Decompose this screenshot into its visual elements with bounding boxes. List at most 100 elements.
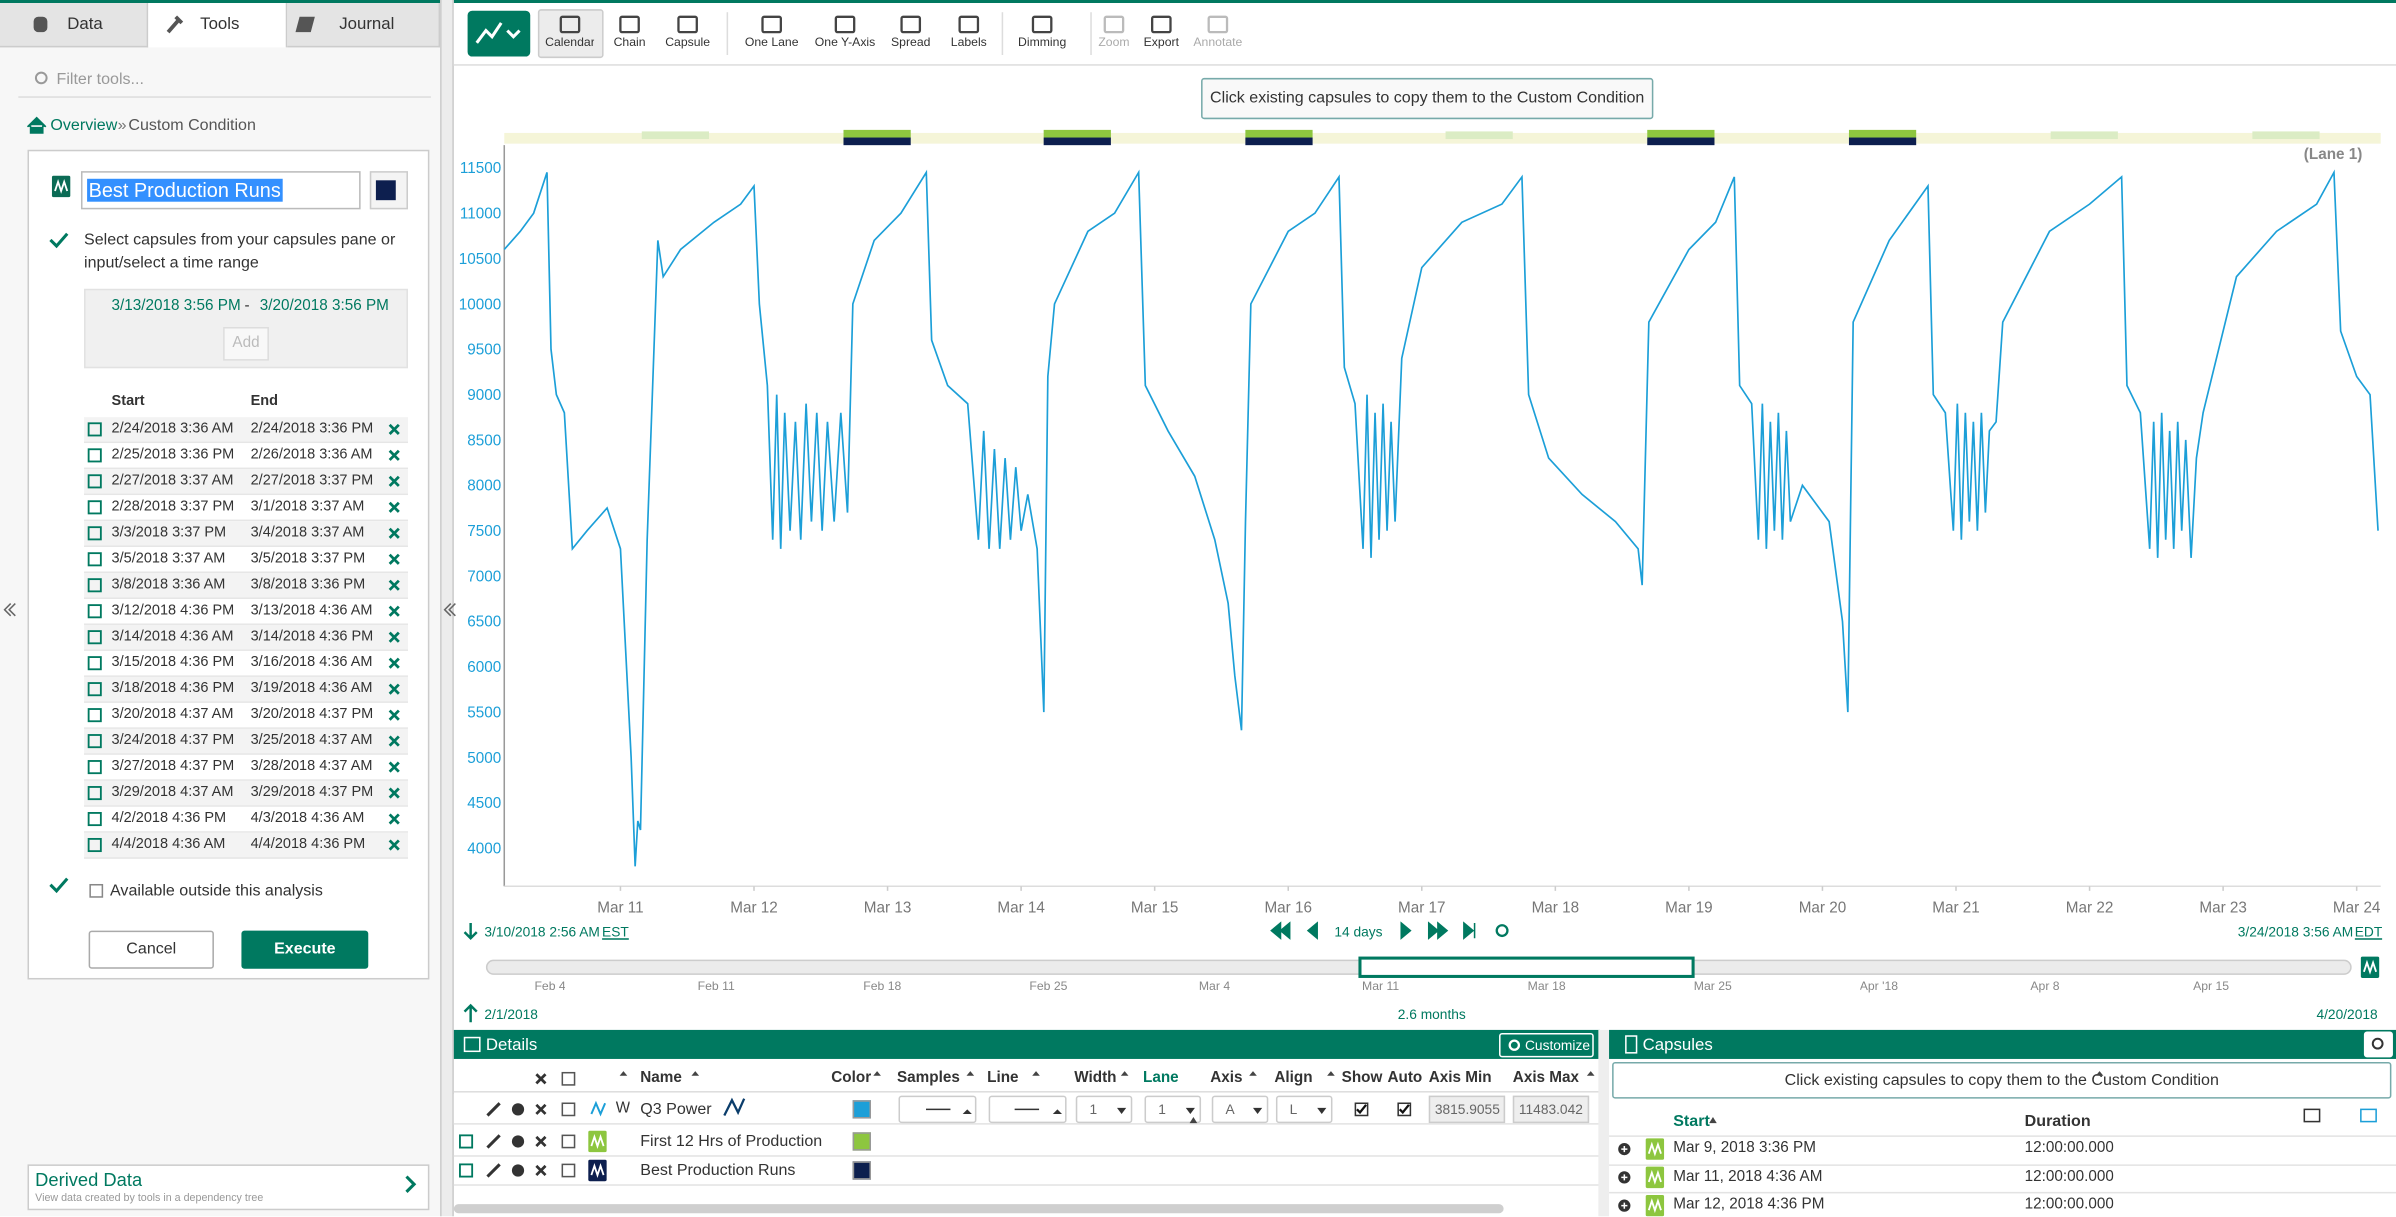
toolbar-label[interactable]: One Lane [744, 35, 799, 49]
item-name[interactable]: First 12 Hrs of Production [640, 1132, 823, 1151]
details-column[interactable]: Line [987, 1069, 1019, 1087]
sort-icon[interactable] [1327, 1071, 1335, 1076]
toolbar-icon[interactable] [1031, 15, 1053, 34]
view-dropdown[interactable] [467, 10, 531, 57]
sort-icon[interactable] [1032, 1071, 1040, 1076]
capsules-search[interactable] [2363, 1031, 2393, 1058]
scrollbar[interactable] [453, 1204, 1504, 1214]
remove-icon[interactable] [388, 553, 400, 565]
edit-icon[interactable] [87, 656, 102, 671]
cancel-button[interactable]: Cancel [88, 930, 214, 969]
remove-icon[interactable] [388, 761, 400, 773]
info-icon[interactable] [511, 1135, 525, 1148]
toolbar-label[interactable]: Zoom [1098, 35, 1130, 49]
axis-min[interactable]: 3815.9055 [1428, 1095, 1506, 1124]
toolbar-icon[interactable] [761, 15, 782, 34]
sort-icon[interactable] [1709, 1117, 1717, 1124]
details-column[interactable]: Width [1074, 1069, 1117, 1087]
refresh[interactable] [1495, 924, 1509, 938]
info-icon[interactable] [511, 1103, 525, 1116]
overview-selection[interactable] [1358, 956, 1695, 978]
remove-icon[interactable] [388, 449, 400, 461]
filter-input[interactable]: Filter tools... [18, 61, 431, 98]
remove-icon[interactable] [535, 1073, 547, 1085]
remove-icon[interactable] [388, 787, 400, 799]
jump-end[interactable] [1463, 921, 1476, 940]
details-column[interactable]: Align [1274, 1069, 1313, 1087]
column-picker[interactable] [2360, 1108, 2377, 1123]
edit-icon[interactable] [87, 630, 102, 645]
pin-icon[interactable] [486, 1163, 501, 1178]
toolbar-icon[interactable] [619, 15, 640, 34]
toolbar-label[interactable]: Dimming [1018, 35, 1067, 49]
details-column[interactable]: Name [640, 1069, 682, 1087]
item-axis[interactable]: A [1211, 1095, 1269, 1124]
toolbar-label[interactable]: Export [1143, 35, 1179, 49]
edit-icon[interactable] [87, 422, 102, 437]
overview-end[interactable]: 4/20/2018 [2316, 1006, 2378, 1023]
style-select[interactable] [988, 1095, 1067, 1124]
toolbar-icon[interactable] [958, 15, 980, 34]
info-icon[interactable] [511, 1164, 525, 1177]
capsule-list-start[interactable]: Mar 9, 2018 3:36 PM [1673, 1139, 1816, 1157]
sort-icon[interactable] [966, 1071, 975, 1076]
remove-icon[interactable] [388, 631, 400, 643]
capsule-list-start[interactable]: Mar 12, 2018 4:36 PM [1673, 1196, 1825, 1214]
checkbox[interactable] [561, 1102, 576, 1117]
edit-icon[interactable] [87, 500, 102, 515]
details-column[interactable]: Axis [1210, 1069, 1243, 1087]
item-name[interactable]: Q3 Power [640, 1100, 712, 1119]
add-button[interactable]: Add [223, 327, 269, 361]
sort-icon[interactable] [691, 1071, 700, 1076]
execute-button[interactable]: Execute [241, 930, 369, 969]
sort-icon[interactable] [619, 1071, 628, 1076]
remove-icon[interactable] [388, 423, 400, 435]
edit-icon[interactable] [87, 734, 102, 749]
remove-icon[interactable] [388, 475, 400, 487]
details-column[interactable]: Axis Min [1428, 1069, 1492, 1087]
checkbox[interactable] [561, 1163, 576, 1178]
item-color[interactable] [852, 1161, 871, 1180]
toolbar-icon[interactable] [1103, 15, 1125, 34]
sort-icon[interactable] [1120, 1071, 1129, 1076]
toolbar-icon[interactable] [677, 15, 698, 34]
edit-icon[interactable] [87, 552, 102, 567]
pin-icon[interactable] [486, 1102, 501, 1117]
pin-icon[interactable] [486, 1134, 501, 1149]
details-column[interactable]: Color [831, 1069, 872, 1087]
edit-icon[interactable] [87, 786, 102, 801]
remove-icon[interactable] [388, 501, 400, 513]
toolbar-icon[interactable] [1151, 15, 1172, 34]
remove-icon[interactable] [388, 735, 400, 747]
overview-start[interactable]: 2/1/2018 [484, 1006, 538, 1023]
axis-max[interactable]: 11483.042 [1512, 1095, 1590, 1124]
range-end-zone[interactable]: EDT [2354, 924, 2383, 940]
remove-icon[interactable] [388, 527, 400, 539]
edit-icon[interactable] [87, 837, 102, 853]
derived-box[interactable] [27, 1164, 430, 1211]
capsule-list-start[interactable]: Mar 11, 2018 4:36 AM [1673, 1168, 1823, 1186]
sort-icon[interactable] [873, 1071, 881, 1076]
item-color[interactable] [852, 1132, 871, 1151]
toolbar-icon[interactable] [834, 15, 856, 34]
toolbar-label[interactable]: Spread [891, 35, 931, 49]
item-width[interactable]: 1 [1075, 1095, 1133, 1124]
item-color[interactable] [852, 1100, 871, 1119]
edit-icon[interactable] [87, 760, 102, 775]
tab[interactable]: Data [0, 3, 149, 48]
details-column[interactable]: Axis Max [1512, 1069, 1580, 1087]
toolbar-label[interactable]: Calendar [545, 35, 595, 49]
checkbox[interactable] [561, 1134, 576, 1149]
toolbar-icon[interactable] [900, 15, 922, 34]
edit-icon[interactable] [87, 604, 102, 619]
capsules-column[interactable]: Duration [2024, 1112, 2091, 1131]
sort-icon[interactable] [2095, 1071, 2104, 1076]
remove-icon[interactable] [535, 1135, 547, 1148]
edit-icon[interactable] [459, 1163, 474, 1178]
duration[interactable]: 14 days [1334, 924, 1383, 940]
range-start[interactable]: 3/13/2018 3:56 PM [111, 297, 241, 315]
capsules-column[interactable]: Start [1673, 1112, 1710, 1131]
toolbar-label[interactable]: Chain [613, 35, 646, 49]
step-forward[interactable] [1400, 921, 1412, 940]
edit-icon[interactable] [87, 578, 102, 593]
